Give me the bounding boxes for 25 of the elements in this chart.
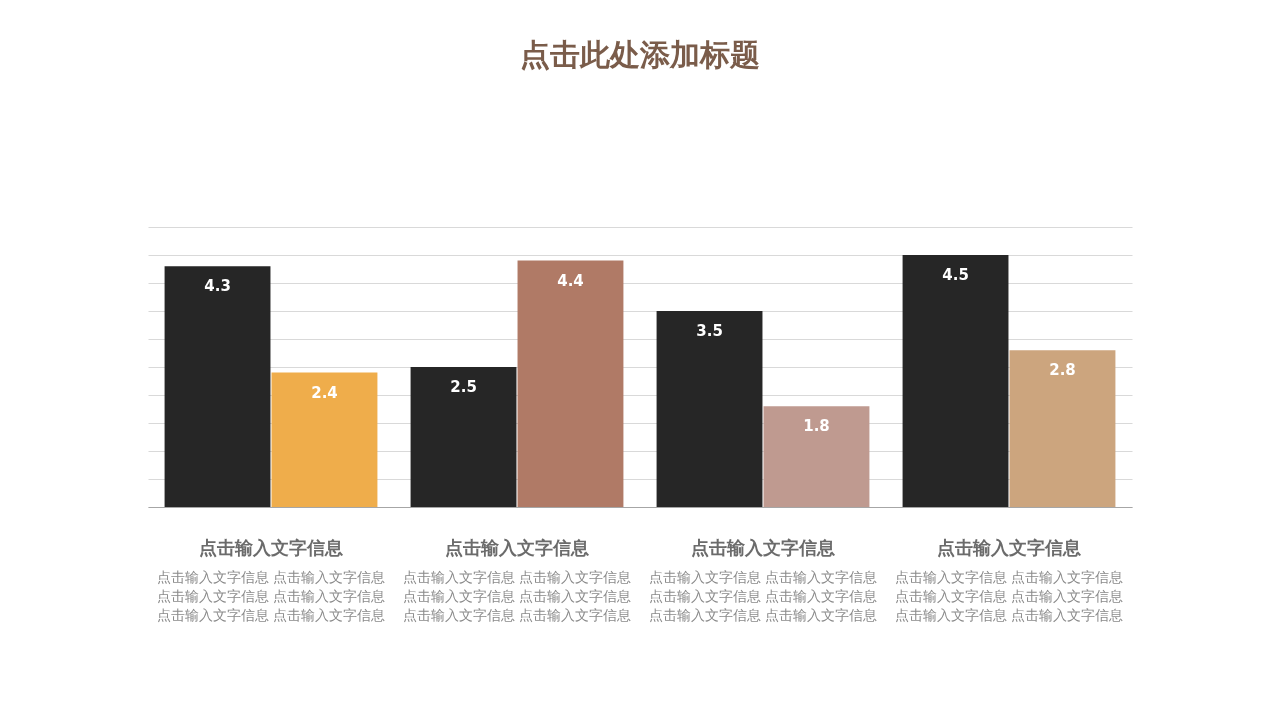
data-label: 1.8 <box>803 417 830 436</box>
data-label: 2.8 <box>1049 361 1076 380</box>
x-tick-label: 点击输入文字信息 <box>937 536 1081 558</box>
text: 点击输入文字信息 点击输入文字信息点击输入文字信息 点击输入文字信息点击输入文字信息 点击输入文字信息 <box>156 569 386 623</box>
bar <box>1009 350 1116 507</box>
data-label: 2.4 <box>311 383 338 402</box>
bar <box>410 367 517 507</box>
bar <box>271 372 378 507</box>
bar <box>164 266 271 507</box>
bar <box>902 255 1009 507</box>
data-label: 4.5 <box>942 266 969 284</box>
data-label: 3.5 <box>696 322 723 340</box>
data-label: 4.4 <box>557 271 584 290</box>
bar <box>763 406 870 507</box>
text: 点击输入文字信息 点击输入文字信息点击输入文字信息 点击输入文字信息点击输入文字信息 点击输入文字信息 <box>648 569 878 623</box>
bar <box>517 260 624 507</box>
data-label: 4.3 <box>204 277 231 296</box>
text: 点击输入文字信息 点击输入文字信息点击输入文字信息 点击输入文字信息点击输入文字信息 点击输入文字信息 <box>402 569 632 623</box>
data-label: 2.5 <box>450 378 477 396</box>
bar <box>656 311 763 507</box>
x-tick-label: 点击输入文字信息 <box>445 536 589 558</box>
x-tick-label: 点击输入文字信息 <box>199 536 343 558</box>
chart-title: 点击此处添加标题 <box>520 37 760 72</box>
x-tick-label: 点击输入文字信息 <box>691 536 835 558</box>
text: 点击输入文字信息 点击输入文字信息点击输入文字信息 点击输入文字信息点击输入文字信息 点击输入文字信息 <box>894 569 1124 623</box>
